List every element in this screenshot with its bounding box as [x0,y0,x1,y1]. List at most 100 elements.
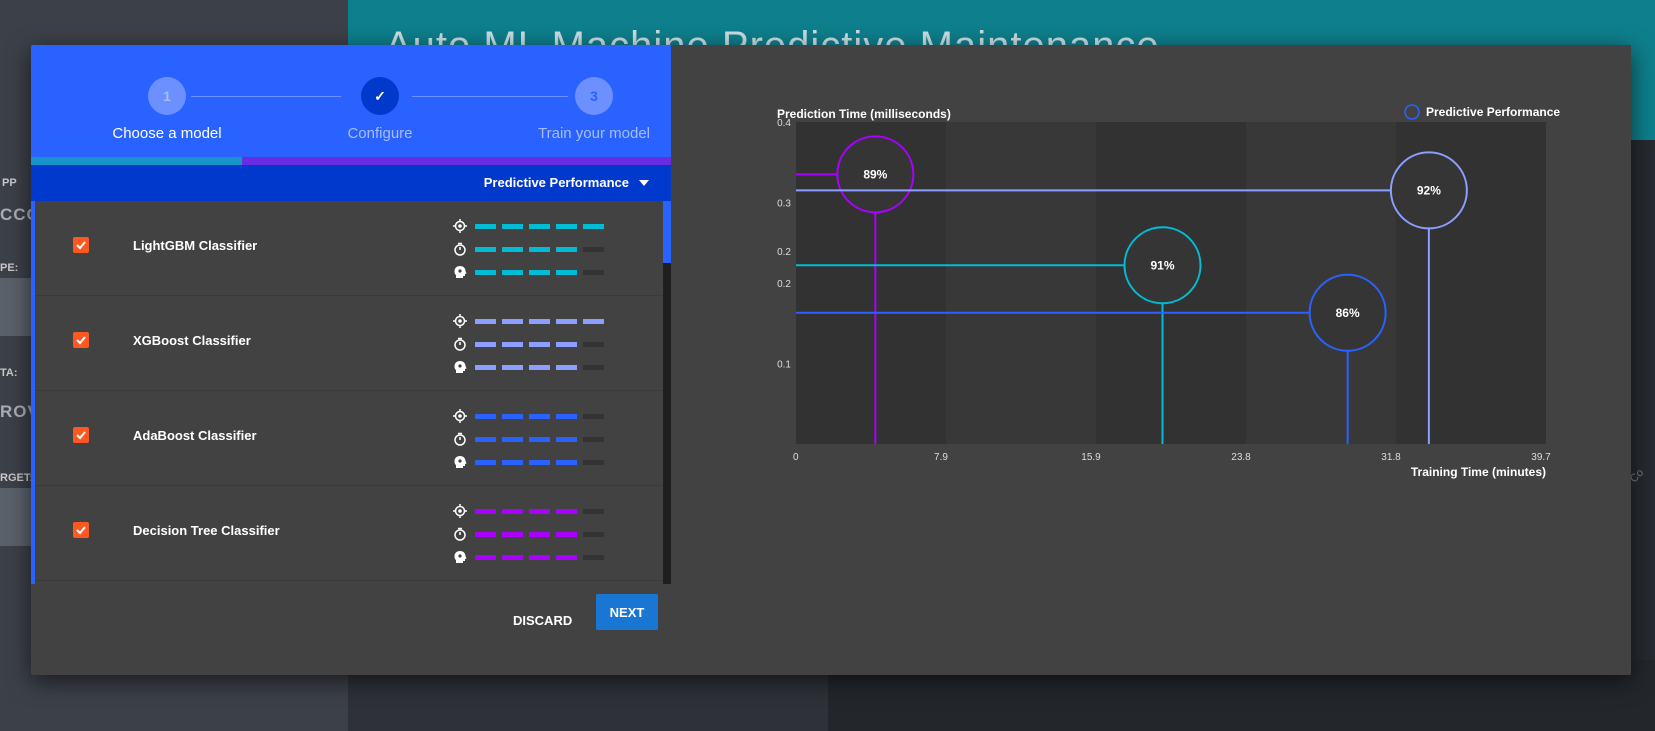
checkmark-icon [76,241,86,250]
discard-button[interactable]: DISCARD [513,613,573,628]
rating-segment [529,318,550,324]
y-tick-label: 0.3 [777,199,791,210]
rating-segment [556,413,577,419]
model-name: LightGBM Classifier [133,238,258,253]
model-row[interactable]: AdaBoost Classifier [35,391,663,486]
rating-segment [529,246,550,252]
data-label: 89% [863,167,887,181]
data-point [1389,151,1468,230]
scrollbar-thumb[interactable] [663,201,671,263]
x-tick-label: 23.8 [1231,452,1251,463]
legend-marker [1404,104,1420,120]
head-icon [454,266,467,278]
rating-segment [556,364,577,370]
rating-segment [583,246,604,252]
target-icon [453,314,467,328]
step-label: Train your model [538,125,650,142]
metric-rating-bar [475,554,604,560]
rating-segment [475,246,496,252]
legend-label: Predictive Performance [1426,105,1560,119]
step-number: 1 [148,77,186,115]
rating-segment [529,508,550,514]
metric-interpretability [453,265,604,279]
caret-down-icon [639,179,649,186]
y-tick-label: 0.1 [777,360,791,371]
next-button[interactable]: NEXT [596,594,658,630]
rating-segment [475,508,496,514]
scrollbar[interactable] [663,201,671,584]
step-configure[interactable]: ✓ Configure [290,77,470,142]
y-tick-label: 0.4 [777,118,791,129]
metric-interpretability [453,455,604,469]
stopwatch-icon [454,242,466,256]
rating-segment [583,554,604,560]
rating-segment [583,364,604,370]
rating-segment [556,531,577,537]
rating-segment [556,223,577,229]
model-checkbox[interactable] [73,237,89,253]
metric-speed [453,242,604,256]
rating-segment [475,531,496,537]
model-checkbox[interactable] [73,427,89,443]
bg-label: TA: [0,367,18,379]
rating-segment [502,413,523,419]
target-icon [453,504,467,518]
bg-field [0,488,34,546]
metric-accuracy [453,219,604,233]
sort-bar: Predictive Performance [31,165,671,201]
rating-segment [529,269,550,275]
head-icon [454,456,467,468]
data-label: 86% [1336,306,1360,320]
plot-band [1246,122,1396,444]
model-checkbox[interactable] [73,332,89,348]
rating-segment [583,508,604,514]
sort-dropdown[interactable]: Predictive Performance [484,175,649,190]
rating-segment [502,223,523,229]
rating-segment [583,318,604,324]
checkmark-icon [76,431,86,440]
step-progress-fill [31,157,243,165]
rating-segment [529,341,550,347]
rating-segment [475,341,496,347]
model-list: LightGBM Classifier XGBoost Classifier Ada… [31,201,663,584]
rating-segment [583,531,604,537]
rating-segment [583,341,604,347]
step-choose-model[interactable]: 1 Choose a model [77,77,257,142]
metric-rating-bar [475,223,604,229]
metric-rating-bar [475,341,604,347]
model-row[interactable]: XGBoost Classifier [35,296,663,391]
x-tick-label: 39.7 [1531,452,1551,463]
rating-segment [556,318,577,324]
metric-speed [453,432,604,446]
x-tick-label: 31.8 [1381,452,1401,463]
rating-segment [583,269,604,275]
metric-rating-bar [475,459,604,465]
metric-rating-bar [475,364,604,370]
model-row[interactable]: Decision Tree Classifier [35,486,663,581]
bg-label: PE: [0,262,19,274]
checkmark-icon [76,336,86,345]
rating-segment [475,436,496,442]
y-tick-label: 0.2 [777,247,791,258]
metric-rating-bar [475,246,604,252]
model-checkbox[interactable] [73,522,89,538]
x-tick-label: 15.9 [1081,452,1101,463]
model-row[interactable]: LightGBM Classifier [35,201,663,296]
rating-segment [502,508,523,514]
step-label: Configure [347,125,413,142]
y-tick-label: 0.2 [777,279,791,290]
sort-dropdown-label: Predictive Performance [483,175,629,190]
metric-interpretability [453,550,604,564]
head-icon [454,551,467,563]
data-label: 91% [1150,258,1174,272]
step-connector [412,96,568,97]
rating-segment [583,413,604,419]
rating-segment [583,459,604,465]
rating-segment [502,364,523,370]
step-train-model[interactable]: 3 Train your model [504,77,684,142]
rating-segment [529,459,550,465]
model-name: AdaBoost Classifier [133,428,257,443]
rating-segment [556,508,577,514]
rating-segment [475,364,496,370]
data-point [1308,273,1387,352]
